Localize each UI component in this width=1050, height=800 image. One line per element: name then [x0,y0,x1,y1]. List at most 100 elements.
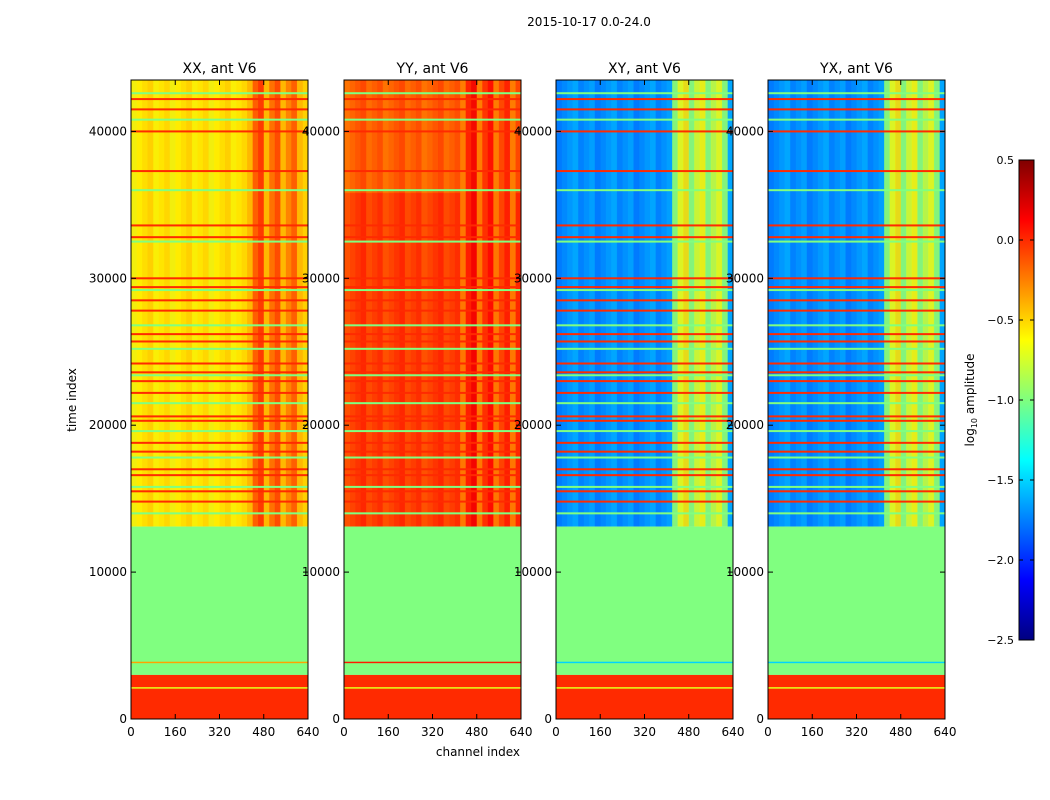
time-line [131,289,308,292]
time-line [131,441,308,444]
x-tick-label: 480 [677,725,700,739]
time-line [768,108,945,111]
channel-stripe [862,80,868,527]
flagged-edge-line [344,661,521,664]
channel-stripe [404,80,411,527]
flagged-edge-line [131,661,308,664]
channel-stripe [828,80,835,527]
channel-stripe [247,80,253,527]
low-time-block [556,674,733,719]
x-tick-label: 320 [421,725,444,739]
time-line [556,324,733,327]
channel-stripe [589,80,596,527]
channel-stripe [158,80,165,527]
channel-stripe [487,80,494,527]
time-line [131,92,308,95]
time-line [768,92,945,95]
time-line [556,468,733,471]
time-line [344,512,521,515]
time-line [131,362,308,365]
channel-stripe [917,80,924,527]
time-line [556,240,733,243]
time-line [131,240,308,243]
time-line [344,402,521,405]
y-tick-label: 40000 [302,124,340,138]
time-line [131,468,308,471]
time-line [344,374,521,377]
time-line [768,170,945,173]
time-line [131,430,308,433]
time-line [556,402,733,405]
channel-stripe [867,80,874,527]
channel-stripe [186,80,193,527]
time-line [344,299,521,302]
channel-stripe [627,80,634,527]
channel-stripe [482,80,489,527]
time-line [131,130,308,133]
time-line [768,415,945,418]
channel-stripe [410,80,417,527]
channel-stripe [556,80,562,527]
time-line [344,324,521,327]
time-line [556,130,733,133]
time-line [768,224,945,227]
time-line [344,468,521,471]
y-tick-label: 0 [332,712,340,726]
flagged-edge-line [556,661,733,664]
time-line [344,371,521,374]
time-line [768,512,945,515]
channel-stripe [175,80,182,527]
channel-stripe [208,80,215,527]
channel-stripe [460,80,466,527]
channel-stripe [773,80,780,527]
time-line [344,170,521,173]
time-line [344,500,521,503]
time-line [131,277,308,280]
time-line [768,286,945,289]
time-line [131,374,308,377]
time-line [556,374,733,377]
channel-stripe [498,80,505,527]
time-line [131,98,308,101]
y-tick-label: 10000 [302,565,340,579]
channel-stripe [677,80,684,527]
channel-stripe [644,80,651,527]
channel-stripe [280,80,287,527]
time-line [556,170,733,173]
channel-stripe [900,80,907,527]
y-tick-label: 10000 [514,565,552,579]
channel-stripe [655,80,662,527]
channel-stripe [889,80,896,527]
channel-stripe [583,80,590,527]
colorbar-tick-label: −1.0 [987,394,1014,407]
panel-title: XY, ant V6 [608,61,681,77]
panel-xx: XX, ant V6 0 160 320 480 640 0 10000 20000 30000 4… [89,61,320,739]
time-line [344,224,521,227]
channel-stripe [230,80,237,527]
channel-stripe [834,80,841,527]
time-line [131,324,308,327]
time-line [768,333,945,336]
time-line [344,309,521,312]
channel-stripe [784,80,791,527]
channel-stripe [839,80,846,527]
panel-yx: YX, ant V6 0 160 320 480 640 0 10000 20000 30000 4… [726,61,957,739]
time-line [344,391,521,394]
time-line [768,419,945,422]
colorbar-tick-label: 0.5 [997,154,1015,167]
time-line [344,289,521,292]
channel-stripe [213,80,220,527]
colorbar-tick-label: −1.5 [987,474,1014,487]
channel-stripe [727,80,734,527]
time-line [556,299,733,302]
channel-stripe [263,80,270,527]
low-block-line [344,687,521,689]
time-line [556,108,733,111]
low-time-block [768,674,945,719]
panel-title: XX, ant V6 [183,61,257,77]
channel-stripe [471,80,478,527]
time-line [344,485,521,488]
channel-stripe [672,80,678,527]
time-line [556,340,733,343]
channel-stripe [922,80,929,527]
